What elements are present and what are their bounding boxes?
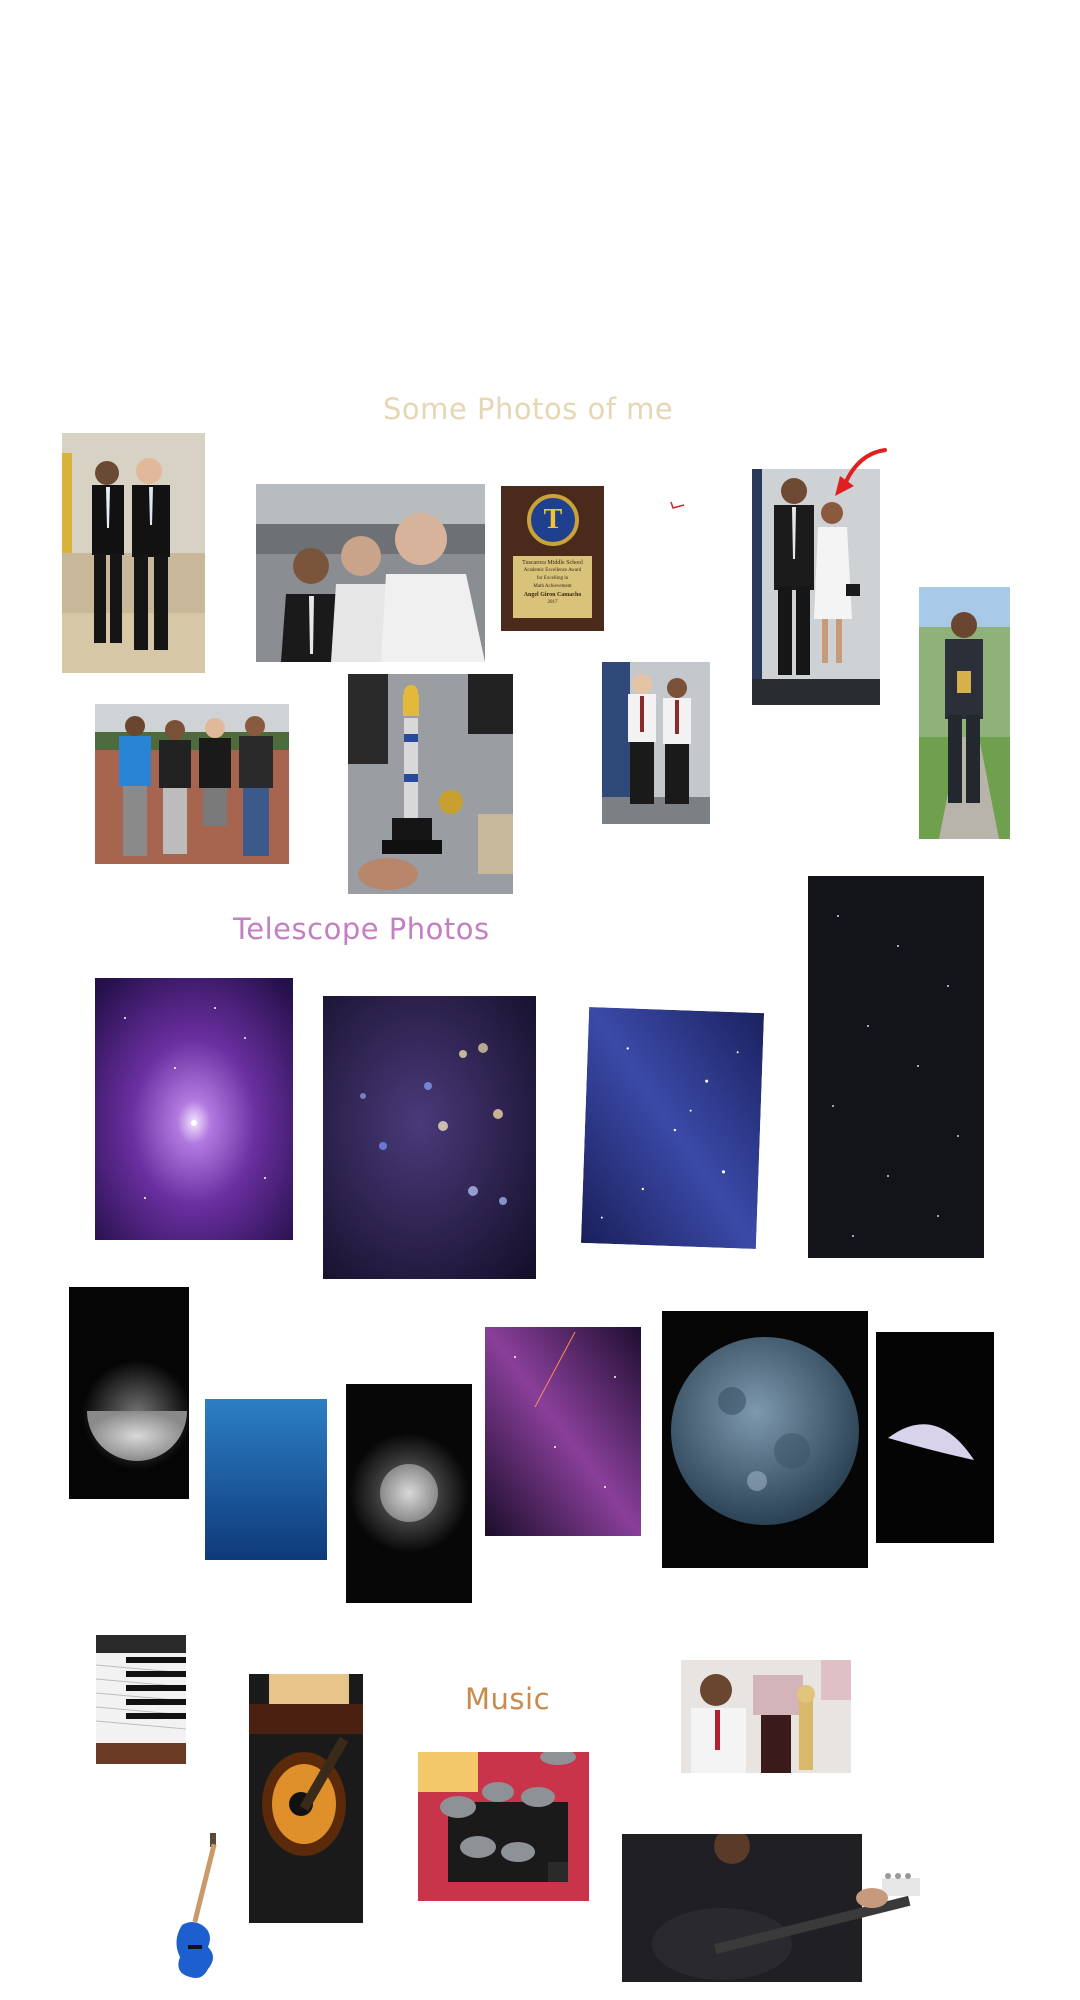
photo-group-selfie[interactable] xyxy=(256,484,485,662)
plaque-year: 2017 xyxy=(547,600,558,605)
section-title-photos-of-me: Some Photos of me xyxy=(383,392,674,426)
plaque-line-1: Tuscarora Middle School xyxy=(522,560,583,566)
photo-two-boys-white-shirts[interactable] xyxy=(602,662,710,824)
photo-full-moon-glow[interactable] xyxy=(346,1384,472,1603)
plaque-medallion: T xyxy=(527,494,579,546)
photo-electronic-drums[interactable] xyxy=(418,1752,589,1901)
photo-milky-way-blue[interactable] xyxy=(580,1007,765,1249)
photo-nebula-meteor[interactable] xyxy=(485,1327,641,1536)
photo-band-trumpet[interactable] xyxy=(681,1660,851,1773)
photo-trophy[interactable] xyxy=(348,674,513,894)
plaque-line-4: Math Achievement xyxy=(533,584,572,589)
section-title-music: Music xyxy=(465,1682,551,1716)
section-title-telescope-photos: Telescope Photos xyxy=(233,912,490,946)
photo-two-boys-suits[interactable] xyxy=(62,433,205,673)
photo-dark-starfield[interactable] xyxy=(808,876,984,1258)
photo-piano-keys[interactable] xyxy=(96,1635,186,1764)
photo-blue-water[interactable] xyxy=(205,1399,327,1560)
plaque-letter: T xyxy=(543,504,563,535)
photo-bokeh-stars[interactable] xyxy=(323,996,536,1279)
plaque-line-3: for Excelling in xyxy=(536,576,569,581)
plaque-line-2: Academic Excellence Award xyxy=(523,568,582,573)
photo-moon-crescent-2[interactable] xyxy=(876,1332,994,1543)
photo-purple-nebula[interactable] xyxy=(95,978,293,1240)
photo-moon-crescent-1[interactable] xyxy=(69,1287,189,1499)
photo-boy-outdoors-award[interactable] xyxy=(919,587,1010,839)
photo-moon-closeup-blue[interactable] xyxy=(662,1311,868,1568)
photo-couple-formal[interactable] xyxy=(752,469,880,705)
red-arrow-annotation xyxy=(835,448,887,496)
photo-electric-guitar-player[interactable] xyxy=(622,1834,922,1982)
photo-acoustic-guitar[interactable] xyxy=(249,1674,363,1923)
photo-award-plaque[interactable]: T Tuscarora Middle School Academic Excel… xyxy=(501,486,604,631)
photo-four-friends[interactable] xyxy=(95,704,289,864)
plaque-name: Angel Giron Camacho xyxy=(523,592,582,598)
red-squiggle-mark xyxy=(670,501,685,509)
plaque-text-panel: Tuscarora Middle School Academic Excelle… xyxy=(513,556,592,618)
blue-bass-guitar-cutout[interactable] xyxy=(168,1829,234,1981)
